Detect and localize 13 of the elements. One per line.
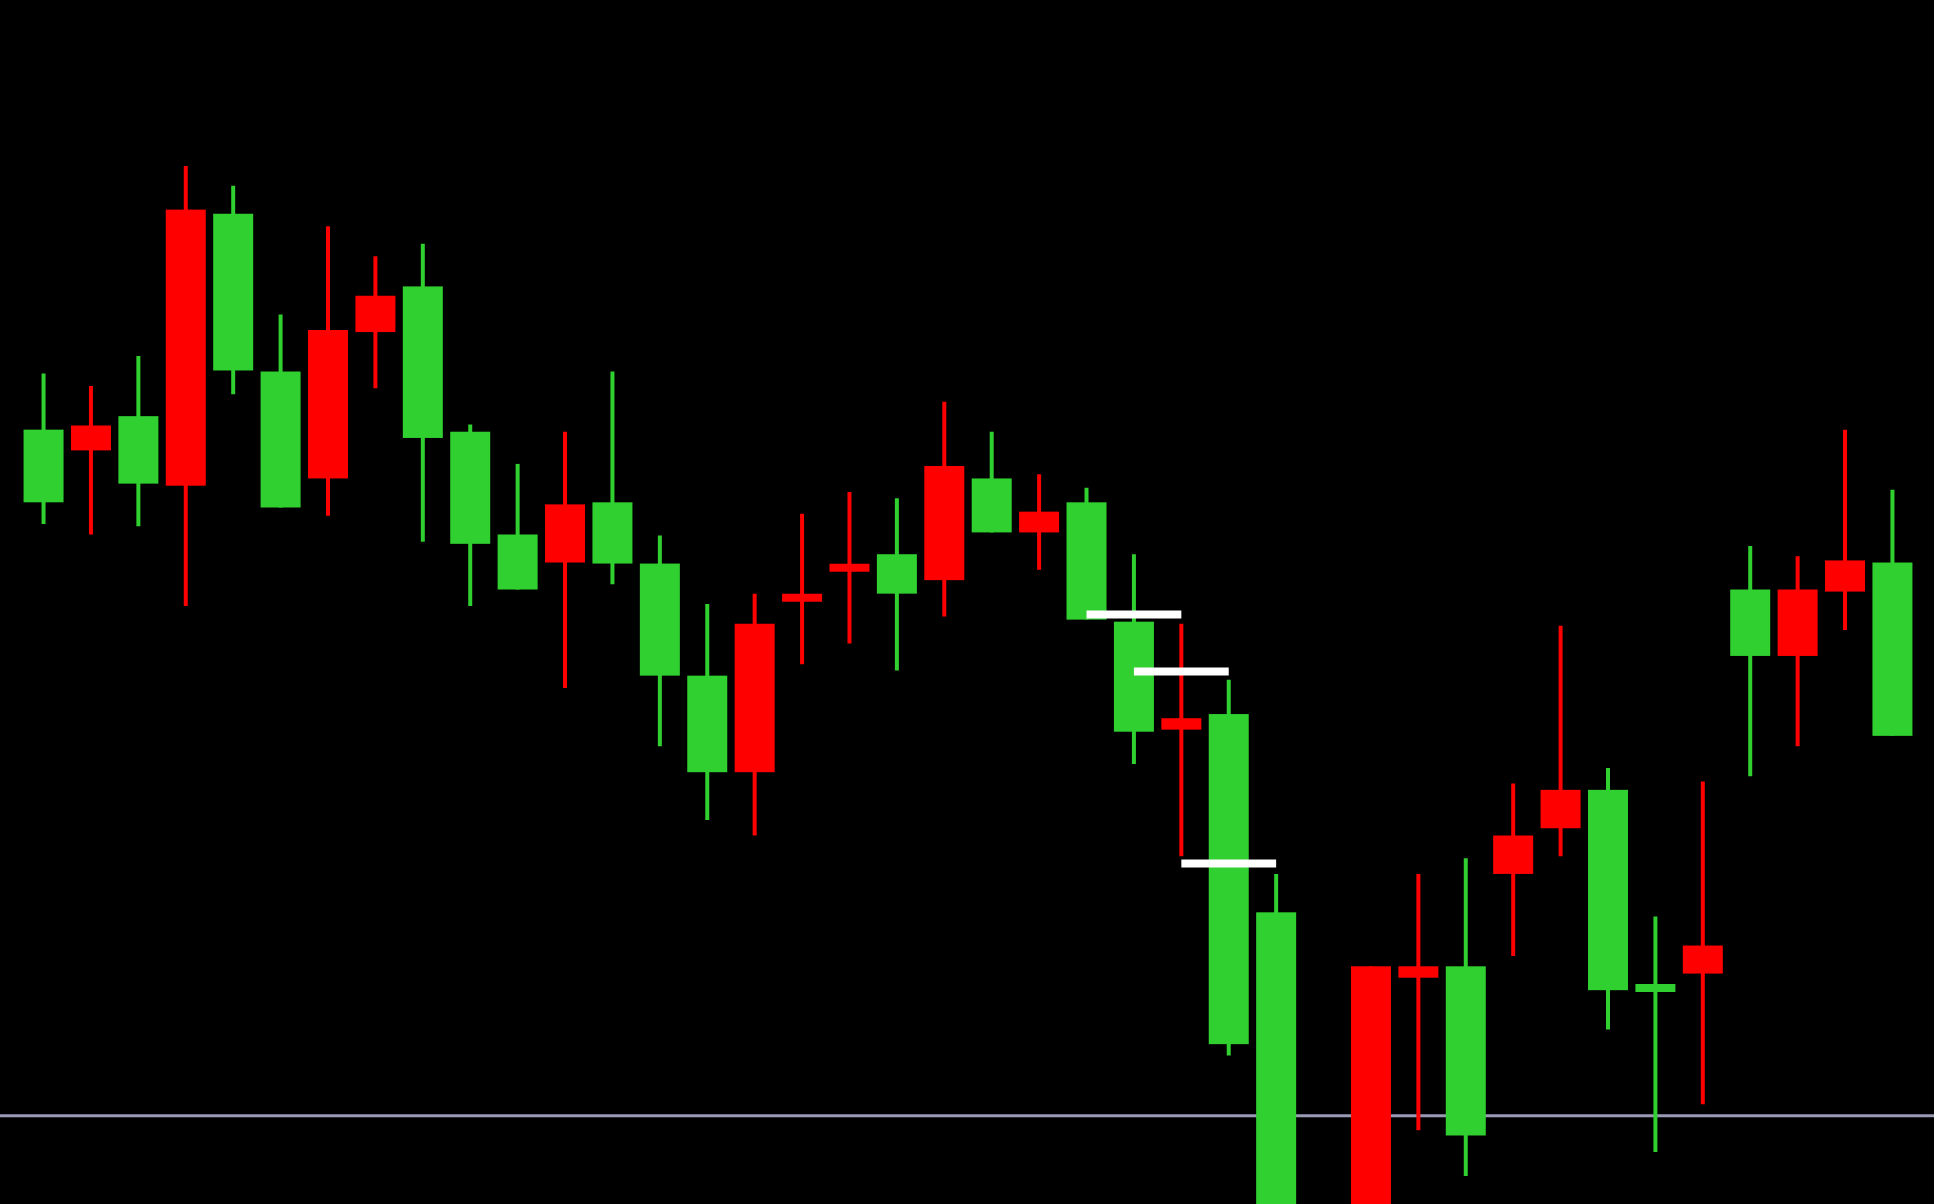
candlestick <box>1019 472 1060 572</box>
candlestick <box>1493 781 1534 958</box>
candlestick <box>355 254 396 391</box>
candlestick <box>829 489 870 646</box>
candlestick <box>1398 871 1439 1133</box>
candlestick <box>1161 621 1202 859</box>
candlestick <box>876 496 917 673</box>
candlestick <box>1635 914 1676 1155</box>
candlestick <box>782 511 823 667</box>
candlestick <box>1682 779 1723 1107</box>
candlestick <box>1825 427 1866 632</box>
candlestick <box>1540 623 1581 859</box>
candlestick <box>70 384 111 537</box>
